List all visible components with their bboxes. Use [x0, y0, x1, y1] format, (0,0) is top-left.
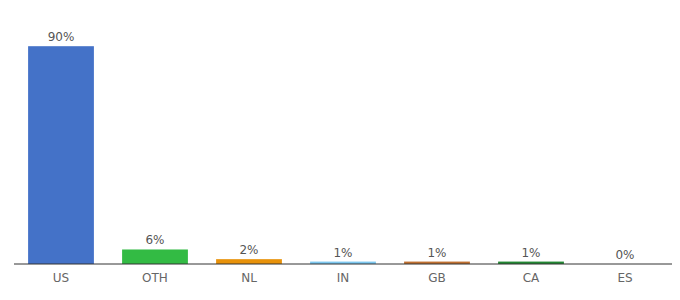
x-tick-label: GB	[428, 271, 446, 285]
data-label: 6%	[145, 233, 164, 247]
data-label: 2%	[239, 243, 258, 257]
data-label: 1%	[333, 246, 352, 260]
x-tick-labels: US OTH NL IN GB CA ES	[53, 271, 633, 285]
bar	[28, 46, 94, 264]
chart: 90% 6% 2% 1% 1% 1% 0% US OTH NL IN GB CA ES	[0, 0, 680, 300]
bars	[28, 46, 564, 264]
x-tick-label: CA	[523, 271, 540, 285]
x-tick-label: US	[53, 271, 69, 285]
data-label: 1%	[521, 246, 540, 260]
data-label: 90%	[48, 30, 75, 44]
x-tick-label: ES	[617, 271, 632, 285]
x-tick-label: IN	[337, 271, 350, 285]
data-labels: 90% 6% 2% 1% 1% 1% 0%	[48, 30, 635, 262]
x-axis-line	[14, 264, 672, 265]
x-tick-label: NL	[241, 271, 257, 285]
x-tick-label: OTH	[142, 271, 168, 285]
bar	[216, 259, 282, 264]
data-label: 1%	[427, 246, 446, 260]
chart-container: 90% 6% 2% 1% 1% 1% 0% US OTH NL IN GB CA ES	[0, 0, 680, 300]
bar	[122, 249, 188, 264]
data-label: 0%	[615, 248, 634, 262]
